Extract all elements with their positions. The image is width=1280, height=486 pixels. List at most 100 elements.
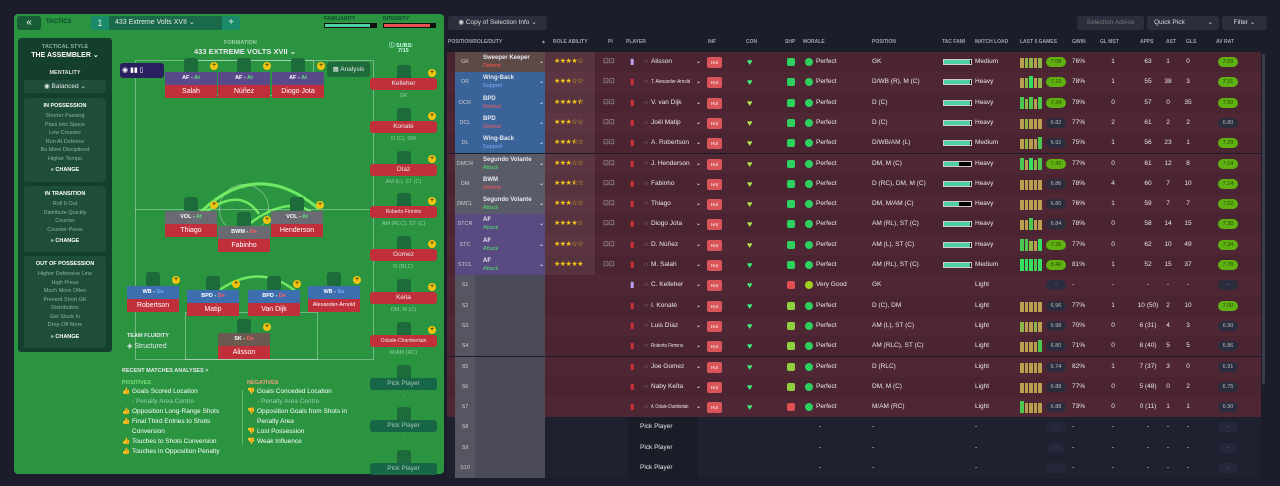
- pitch-player-card[interactable]: AF - At Núñez: [218, 72, 270, 98]
- column-header[interactable]: POSITION: [872, 39, 896, 45]
- player-instructions-icon[interactable]: ⊡⊡: [603, 159, 615, 167]
- player-name[interactable]: Luis Díaz: [651, 321, 679, 329]
- sub-player-name[interactable]: Kelleher: [370, 78, 437, 90]
- tactic-selector[interactable]: 433 Extreme Volts XVII ⌄: [109, 16, 222, 30]
- player-dropdown-chevron-icon[interactable]: ⌄: [696, 140, 702, 147]
- player-dropdown-chevron-icon[interactable]: ⌄: [696, 160, 702, 167]
- player-name[interactable]: Henderson: [271, 224, 323, 237]
- add-instruction-icon[interactable]: +: [210, 201, 218, 209]
- pick-player-dropdown[interactable]: Pick Player: [640, 423, 673, 431]
- player-instructions-icon[interactable]: ⊡⊡: [603, 261, 615, 268]
- tactic-slot[interactable]: 1: [91, 16, 109, 30]
- role-dropdown-chevron-icon[interactable]: ⌄: [539, 79, 545, 86]
- role-duty-selector[interactable]: VOL - At: [271, 211, 323, 224]
- role-duty-selector[interactable]: AF - At: [272, 72, 324, 85]
- role-dropdown-chevron-icon[interactable]: ⌄: [539, 180, 545, 187]
- player-name[interactable]: Robertson: [127, 299, 179, 312]
- player-name[interactable]: Alisson: [218, 346, 270, 359]
- column-header[interactable]: GWIN: [1072, 39, 1086, 45]
- role-duty-selector[interactable]: WB - Su: [308, 286, 360, 299]
- table-row[interactable]: S3 ▮ ∩ Luis Díaz ⌄ Hot ♥ Perfect AM (L), ST (C) L…: [447, 315, 1261, 337]
- pitch-player-card[interactable]: BPD - De Matip: [187, 290, 239, 316]
- pitch-player-card[interactable]: BWM - De Fabinho: [218, 226, 270, 252]
- quick-pick-button[interactable]: Quick Pick ⌄: [1147, 16, 1219, 30]
- add-instruction-icon[interactable]: +: [263, 62, 271, 70]
- player-dropdown-chevron-icon[interactable]: ⌄: [696, 322, 702, 329]
- player-dropdown-chevron-icon[interactable]: ⌄: [696, 180, 702, 187]
- add-instruction-icon[interactable]: +: [263, 323, 271, 331]
- sub-player-name[interactable]: Pick Player: [370, 377, 437, 390]
- player-dropdown-chevron-icon[interactable]: ⌄: [696, 262, 702, 268]
- change-in-possession-button[interactable]: » CHANGE: [50, 167, 80, 173]
- sub-player-name[interactable]: Keita: [370, 292, 437, 304]
- pitch-player-card[interactable]: AF - At Salah: [165, 72, 217, 98]
- role-cell[interactable]: [475, 92, 545, 113]
- table-row[interactable]: S6 ▮ ∩ Naby Keïta ⌄ Hot ♥ Perfect DM, M (C) Light…: [447, 376, 1261, 398]
- scrollbar[interactable]: [1262, 54, 1265, 384]
- player-name[interactable]: Alisson: [651, 58, 672, 65]
- table-row[interactable]: DCR BPD Defend ⌄ ★★★★⯪ ⊡⊡ ▮ ∩ V. van Dijk ⌄ Hot ♥ Pe…: [447, 92, 1261, 113]
- sub-player-name[interactable]: Díaz: [370, 163, 437, 176]
- pitch-player-card[interactable]: SK - De Alisson: [218, 333, 270, 359]
- column-header[interactable]: AV RAT: [1216, 39, 1234, 45]
- table-row[interactable]: DMCR Segundo Volante Attack ⌄ ★★★☆☆ ⊡⊡ ▮ ∩ J. He…: [447, 153, 1261, 174]
- table-row[interactable]: STCR AF Attack ⌄ ★★★★☆ ⊡⊡ ▮ ∩ Diogo Jota ⌄ Hot ♥ Per…: [447, 214, 1261, 235]
- sub-player-name[interactable]: Pick Player: [370, 463, 437, 476]
- role-cell[interactable]: [475, 214, 545, 235]
- sub-card[interactable]: Keita DM, M (C): [370, 292, 437, 313]
- sub-card[interactable]: Pick Player: [370, 463, 437, 478]
- tactical-style-value[interactable]: THE ASSEMBLER ⌄: [31, 52, 99, 59]
- pick-player-dropdown[interactable]: Pick Player: [640, 464, 673, 471]
- player-name[interactable]: Alexander-Arnold: [308, 299, 360, 312]
- player-name[interactable]: Naby Keïta: [651, 382, 684, 390]
- sub-player-name[interactable]: Pick Player: [370, 420, 437, 433]
- player-name[interactable]: Fabinho: [651, 179, 675, 187]
- role-dropdown-chevron-icon[interactable]: ⌄: [539, 99, 545, 106]
- player-name[interactable]: D. Núñez: [651, 240, 679, 248]
- add-tactic-button[interactable]: +: [222, 16, 240, 30]
- column-header[interactable]: TAC FAMI: [942, 39, 966, 45]
- sub-player-name[interactable]: Gomez: [370, 249, 437, 262]
- role-duty-selector[interactable]: BPD - De: [248, 290, 300, 303]
- role-cell[interactable]: [475, 153, 545, 174]
- player-name[interactable]: Van Dijk: [248, 303, 300, 316]
- add-instruction-icon[interactable]: +: [317, 62, 325, 70]
- table-row[interactable]: S7 ▮ ∩ A. Oxlade-Chamberlain ⌄ Hot ♥ Perfect M/A…: [447, 397, 1261, 418]
- sub-card[interactable]: Díaz AM (L), ST (C): [370, 163, 437, 185]
- player-dropdown-chevron-icon[interactable]: ⌄: [696, 119, 702, 126]
- player-dropdown-chevron-icon[interactable]: ⌄: [696, 282, 702, 289]
- table-row[interactable]: S8 Pick Player - - - - - - - - - -: [447, 417, 1261, 438]
- player-name[interactable]: Diogo Jota: [651, 220, 683, 228]
- pitch-player-card[interactable]: BPD - De Van Dijk: [248, 290, 300, 316]
- player-instructions-icon[interactable]: ⊡⊡: [603, 58, 615, 65]
- player-instructions-icon[interactable]: ⊡⊡: [603, 179, 615, 187]
- player-name[interactable]: Fabinho: [218, 239, 270, 252]
- player-instructions-icon[interactable]: ⊡⊡: [603, 139, 615, 147]
- player-name[interactable]: Joël Matip: [651, 118, 681, 126]
- add-instruction-icon[interactable]: +: [316, 201, 324, 209]
- column-header[interactable]: MORALE: [803, 39, 825, 45]
- role-duty-selector[interactable]: AF - At: [218, 72, 270, 85]
- role-dropdown-chevron-icon[interactable]: ⌄: [539, 221, 545, 228]
- add-instruction-icon[interactable]: +: [263, 216, 271, 224]
- column-header[interactable]: INF: [708, 39, 717, 45]
- column-header[interactable]: PLAYER: [626, 39, 646, 45]
- player-name[interactable]: M. Salah: [651, 261, 677, 268]
- role-dropdown-chevron-icon[interactable]: ⌄: [539, 119, 545, 126]
- table-row[interactable]: STC AF Attack ⌄ ★★★☆☆ ⊡⊡ ▮ ∩ D. Núñez ⌄ Hot ♥ Perfec…: [447, 234, 1261, 255]
- add-sub-icon[interactable]: +: [428, 111, 436, 120]
- column-header[interactable]: CON: [746, 39, 758, 45]
- player-instructions-icon[interactable]: ⊡⊡: [603, 200, 615, 208]
- table-row[interactable]: S9 Pick Player - - - - - - - - - -: [447, 437, 1261, 458]
- add-instruction-icon[interactable]: +: [172, 276, 180, 284]
- role-cell[interactable]: [475, 72, 545, 93]
- copy-selection-info-button[interactable]: ◉ Copy of Selection Info ⌄: [448, 16, 547, 30]
- player-dropdown-chevron-icon[interactable]: ⌄: [696, 59, 702, 65]
- pick-player-dropdown[interactable]: Pick Player: [640, 443, 673, 451]
- selection-advice-button[interactable]: Selection Advice: [1077, 16, 1144, 30]
- role-duty-selector[interactable]: WB - Su: [127, 286, 179, 299]
- player-instructions-icon[interactable]: ⊡⊡: [603, 78, 615, 86]
- table-row[interactable]: S5 ▮ ∩ Joe Gomez ⌄ Hot ♥ Perfect D (RLC) Light 6.7…: [447, 356, 1261, 377]
- view-toggle[interactable]: ◉ ▮▮ ▯: [120, 63, 164, 78]
- table-row[interactable]: S4 ▮ ∩ Roberto Firmino ⌄ Hot ♥ Perfect AM (RLC),…: [447, 336, 1261, 357]
